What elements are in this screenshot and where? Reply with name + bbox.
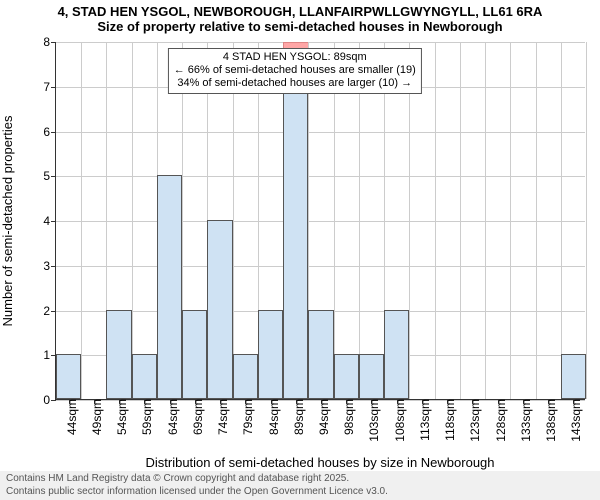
ytick-label: 5 bbox=[43, 169, 56, 183]
attribution-line-1: Contains HM Land Registry data © Crown c… bbox=[6, 473, 594, 486]
bar bbox=[56, 354, 81, 399]
gridline-h bbox=[56, 42, 585, 43]
chart-title: 4, STAD HEN YSGOL, NEWBOROUGH, LLANFAIRP… bbox=[0, 0, 600, 34]
ytick-label: 8 bbox=[43, 35, 56, 49]
bar bbox=[182, 310, 207, 400]
xtick-label: 54sqm bbox=[109, 399, 129, 435]
annotation-box: 4 STAD HEN YSGOL: 89sqm ← 66% of semi-de… bbox=[168, 48, 422, 94]
xtick-label: 98sqm bbox=[336, 399, 356, 435]
chart-container: 4, STAD HEN YSGOL, NEWBOROUGH, LLANFAIRP… bbox=[0, 0, 600, 500]
bar bbox=[258, 310, 283, 400]
xtick-label: 64sqm bbox=[160, 399, 180, 435]
ytick-label: 7 bbox=[43, 80, 56, 94]
bar bbox=[132, 354, 157, 399]
gridline-v bbox=[359, 42, 360, 399]
gridline-v bbox=[536, 42, 537, 399]
ytick-label: 4 bbox=[43, 214, 56, 228]
y-axis-label: Number of semi-detached properties bbox=[0, 42, 15, 400]
ytick-label: 0 bbox=[43, 393, 56, 407]
bar bbox=[359, 354, 384, 399]
bar bbox=[283, 86, 308, 399]
xtick-label: 79sqm bbox=[235, 399, 255, 435]
xtick-label: 123sqm bbox=[462, 399, 482, 442]
gridline-v bbox=[435, 42, 436, 399]
xtick-label: 143sqm bbox=[563, 399, 583, 442]
xtick-label: 49sqm bbox=[84, 399, 104, 435]
gridline-h bbox=[56, 176, 585, 177]
gridline-v bbox=[510, 42, 511, 399]
x-axis-label: Distribution of semi-detached houses by … bbox=[55, 455, 585, 470]
attribution: Contains HM Land Registry data © Crown c… bbox=[0, 471, 600, 500]
bar bbox=[106, 310, 131, 400]
ytick-label: 3 bbox=[43, 259, 56, 273]
gridline-v bbox=[561, 42, 562, 399]
attribution-line-2: Contains public sector information licen… bbox=[6, 486, 594, 499]
annotation-line-1: 4 STAD HEN YSGOL: 89sqm bbox=[174, 51, 416, 64]
ytick-label: 1 bbox=[43, 348, 56, 362]
gridline-v bbox=[132, 42, 133, 399]
gridline-v bbox=[409, 42, 410, 399]
xtick-label: 89sqm bbox=[286, 399, 306, 435]
annotation-line-2: ← 66% of semi-detached houses are smalle… bbox=[174, 64, 416, 77]
gridline-h bbox=[56, 132, 585, 133]
bar bbox=[308, 310, 333, 400]
bar bbox=[561, 354, 586, 399]
xtick-label: 94sqm bbox=[311, 399, 331, 435]
bar bbox=[157, 175, 182, 399]
bar bbox=[384, 310, 409, 400]
xtick-label: 108sqm bbox=[387, 399, 407, 442]
plot-area: 01234567844sqm49sqm54sqm59sqm64sqm69sqm7… bbox=[55, 42, 585, 400]
xtick-label: 69sqm bbox=[185, 399, 205, 435]
gridline-h bbox=[56, 221, 585, 222]
gridline-h bbox=[56, 266, 585, 267]
gridline-v bbox=[233, 42, 234, 399]
xtick-label: 118sqm bbox=[437, 399, 457, 441]
xtick-label: 103sqm bbox=[361, 399, 381, 442]
title-line-1: 4, STAD HEN YSGOL, NEWBOROUGH, LLANFAIRP… bbox=[0, 4, 600, 19]
annotation-line-3: 34% of semi-detached houses are larger (… bbox=[174, 77, 416, 90]
bar bbox=[334, 354, 359, 399]
xtick-label: 113sqm bbox=[412, 399, 432, 441]
gridline-v bbox=[586, 42, 587, 399]
gridline-v bbox=[81, 42, 82, 399]
ytick-label: 6 bbox=[43, 125, 56, 139]
gridline-v bbox=[485, 42, 486, 399]
gridline-v bbox=[460, 42, 461, 399]
xtick-label: 74sqm bbox=[210, 399, 230, 435]
xtick-label: 133sqm bbox=[513, 399, 533, 442]
xtick-label: 44sqm bbox=[59, 399, 79, 435]
ytick-label: 2 bbox=[43, 304, 56, 318]
xtick-label: 128sqm bbox=[488, 399, 508, 442]
title-line-2: Size of property relative to semi-detach… bbox=[0, 19, 600, 34]
xtick-label: 138sqm bbox=[538, 399, 558, 442]
bar bbox=[233, 354, 258, 399]
bar bbox=[207, 220, 232, 399]
xtick-label: 59sqm bbox=[134, 399, 154, 435]
gridline-v bbox=[334, 42, 335, 399]
xtick-label: 84sqm bbox=[261, 399, 281, 435]
